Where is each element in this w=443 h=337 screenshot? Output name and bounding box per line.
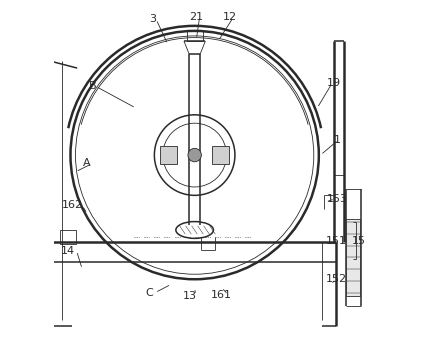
Bar <box>212 146 229 164</box>
Text: 152: 152 <box>326 274 347 284</box>
Bar <box>346 219 360 296</box>
Bar <box>160 146 177 164</box>
Text: C: C <box>145 288 153 298</box>
Text: B: B <box>89 81 96 91</box>
Text: 3: 3 <box>149 14 156 24</box>
Bar <box>187 31 203 41</box>
Text: 161: 161 <box>211 290 232 300</box>
Text: 151: 151 <box>326 236 347 246</box>
Text: A: A <box>83 158 90 168</box>
Text: 19: 19 <box>327 78 341 88</box>
Text: 1: 1 <box>334 135 341 145</box>
Bar <box>60 230 75 244</box>
Text: 13: 13 <box>183 291 197 301</box>
Text: 153: 153 <box>327 194 348 204</box>
Text: 15: 15 <box>352 236 366 246</box>
Text: 162: 162 <box>62 201 83 210</box>
Text: 14: 14 <box>61 246 75 256</box>
Text: 21: 21 <box>189 12 203 22</box>
Circle shape <box>188 148 202 162</box>
Text: 12: 12 <box>223 12 237 23</box>
